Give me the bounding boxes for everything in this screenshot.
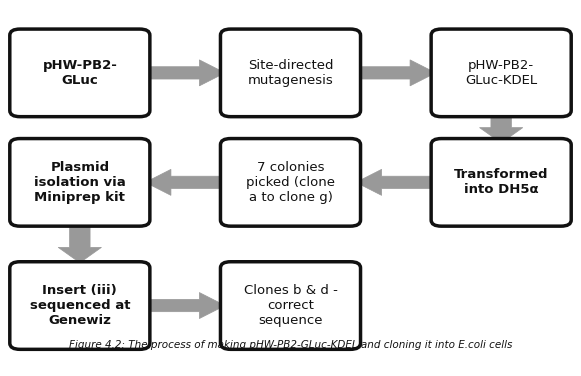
Text: 7 colonies
picked (clone
a to clone g): 7 colonies picked (clone a to clone g) [246, 161, 335, 204]
Text: pHW-PB2-
GLuc-KDEL: pHW-PB2- GLuc-KDEL [465, 59, 537, 87]
FancyBboxPatch shape [431, 29, 571, 117]
Polygon shape [356, 169, 436, 196]
Text: Insert (iii)
sequenced at
Genewiz: Insert (iii) sequenced at Genewiz [30, 284, 130, 327]
Polygon shape [479, 117, 523, 143]
Text: Transformed
into DH5α: Transformed into DH5α [454, 168, 548, 196]
FancyBboxPatch shape [10, 262, 150, 349]
FancyBboxPatch shape [220, 262, 361, 349]
Text: pHW-PB2-
GLuc: pHW-PB2- GLuc [42, 59, 117, 87]
FancyBboxPatch shape [220, 139, 361, 226]
FancyBboxPatch shape [10, 29, 150, 117]
FancyBboxPatch shape [10, 139, 150, 226]
Polygon shape [356, 60, 436, 86]
FancyBboxPatch shape [220, 29, 361, 117]
Text: Figure 4.2: The process of making pHW-PB2-GLuc-KDEL and cloning it into E.coli c: Figure 4.2: The process of making pHW-PB… [69, 340, 512, 350]
Text: Clones b & d -
correct
sequence: Clones b & d - correct sequence [243, 284, 338, 327]
Text: Site-directed
mutagenesis: Site-directed mutagenesis [248, 59, 333, 87]
FancyBboxPatch shape [431, 139, 571, 226]
Text: Plasmid
isolation via
Miniprep kit: Plasmid isolation via Miniprep kit [34, 161, 125, 204]
Polygon shape [58, 220, 102, 263]
Polygon shape [145, 169, 225, 196]
Polygon shape [145, 60, 225, 86]
Polygon shape [145, 293, 225, 318]
